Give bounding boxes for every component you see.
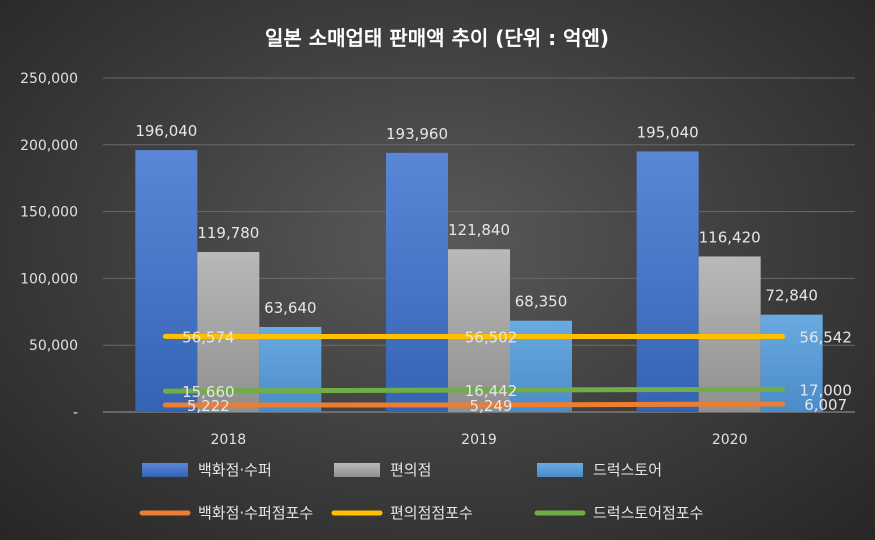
line-value-label: 56,502 xyxy=(465,329,518,347)
bar xyxy=(197,251,260,412)
legend-label: 편의점 xyxy=(390,461,431,479)
bar xyxy=(259,326,322,412)
bar-value-label: 121,840 xyxy=(448,221,510,239)
y-tick-label: 50,000 xyxy=(29,338,78,354)
bar xyxy=(636,151,699,412)
bar-value-label: 68,350 xyxy=(515,293,568,311)
legend-label: 백화점·수퍼점포수 xyxy=(198,504,313,522)
bar xyxy=(386,152,448,412)
x-tick-label: 2020 xyxy=(712,432,748,448)
legend-label: 드럭스토어 xyxy=(593,461,662,479)
bar-value-label: 116,420 xyxy=(699,228,761,246)
bar xyxy=(760,314,823,412)
y-tick-label: 200,000 xyxy=(20,138,78,154)
bar-value-label: 195,040 xyxy=(637,123,699,141)
y-tick-label: - xyxy=(73,405,78,421)
line-value-label: 17,000 xyxy=(799,381,852,399)
legend-swatch xyxy=(334,463,380,477)
bar-value-label: 196,040 xyxy=(135,122,197,140)
line-value-label: 6,007 xyxy=(804,396,847,414)
bar-value-label: 63,640 xyxy=(264,299,317,317)
x-tick-label: 2018 xyxy=(211,432,247,448)
x-tick-label: 2019 xyxy=(461,432,497,448)
legend-label: 백화점·수퍼 xyxy=(198,461,272,479)
series-line xyxy=(162,386,786,394)
series-line xyxy=(162,401,786,408)
y-tick-label: 150,000 xyxy=(20,205,78,221)
line-value-label: 16,442 xyxy=(465,382,518,400)
data-label-layer: 196,040 193,960 195,040 119,780 121,840 116,4… xyxy=(135,122,852,415)
line-value-label: 5,249 xyxy=(470,397,513,415)
bar-value-label: 119,780 xyxy=(197,224,259,242)
line-value-label: 56,542 xyxy=(799,328,852,346)
legend-label: 드럭스토어점포수 xyxy=(593,504,703,522)
legend-swatch xyxy=(142,463,188,477)
bar xyxy=(448,249,510,412)
bar-value-label: 193,960 xyxy=(386,125,448,143)
bar-layer xyxy=(135,150,823,412)
legend-swatch xyxy=(537,463,583,477)
line-value-label: 56,574 xyxy=(182,328,235,346)
line-value-label: 5,222 xyxy=(187,397,230,415)
line-value-label: 15,660 xyxy=(182,383,235,401)
chart-title: 일본 소매업태 판매액 추이 (단위 : 억엔) xyxy=(265,26,609,50)
line-layer xyxy=(162,333,786,408)
y-tick-label: 100,000 xyxy=(20,271,78,287)
y-tick-label: 250,000 xyxy=(20,71,78,87)
bar-value-label: 72,840 xyxy=(765,287,818,305)
bar xyxy=(135,150,198,412)
axis-layer: - 50,000 100,000 150,000 200,000 250,000 2018 2… xyxy=(20,71,747,448)
legend-label: 편의점점포수 xyxy=(390,504,473,522)
